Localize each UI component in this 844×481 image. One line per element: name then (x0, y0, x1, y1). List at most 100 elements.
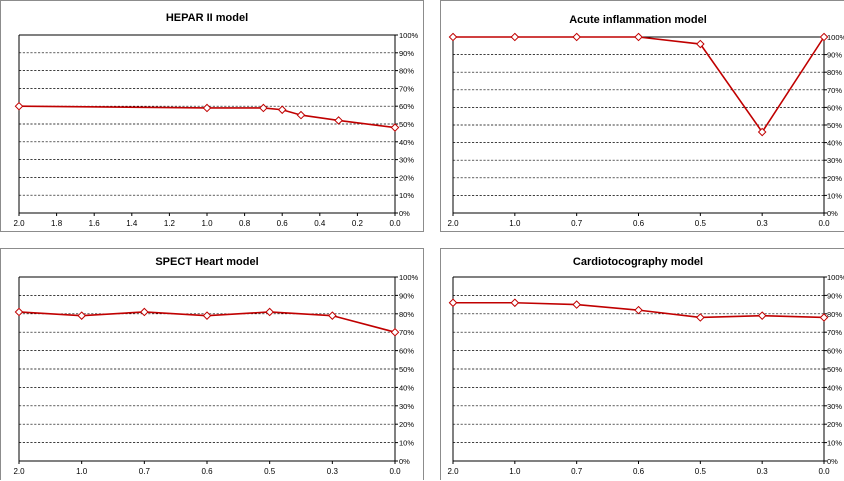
y-tick-label: 40% (399, 383, 414, 392)
y-tick-label: 40% (827, 139, 842, 148)
x-tick-label: 1.6 (89, 219, 101, 228)
y-tick-label: 30% (827, 402, 842, 411)
x-tick-label: 0.7 (571, 467, 583, 476)
data-point-marker (819, 313, 829, 322)
y-tick-label: 10% (399, 439, 414, 448)
data-point-marker (202, 311, 212, 320)
y-tick-label: 0% (399, 209, 410, 218)
x-tick-label: 0.7 (139, 467, 151, 476)
x-tick-label: 0.3 (757, 467, 769, 476)
data-point-marker (390, 327, 400, 337)
data-point-marker (265, 307, 274, 317)
y-tick-label: 80% (399, 67, 414, 76)
x-tick-label: 0.3 (327, 467, 339, 476)
chart-panel-cardiotocography: Cardiotocography model 0% 10% 20% 30% 40% 50% 6… (440, 248, 844, 480)
y-tick-label: 20% (399, 420, 414, 429)
data-point-marker (328, 311, 337, 320)
y-tick-label: 10% (827, 191, 842, 200)
x-tick-label: 1.0 (509, 219, 521, 228)
y-tick-label: 0% (827, 457, 838, 466)
chart-svg-spect-heart: SPECT Heart model 0% 10% 20% 30% 40% 50% 60% 70%… (13, 256, 419, 476)
y-tick-label: 90% (399, 49, 414, 58)
y-tick-label: 20% (827, 420, 842, 429)
x-tick-label: 0.0 (818, 219, 830, 228)
y-tick-label: 100% (827, 33, 844, 42)
x-tick-label: 2.0 (447, 467, 459, 476)
chart-svg-hepar: HEPAR II model 0% 10% 20% 30% 40% 50% 60% 70% 80%… (13, 12, 418, 228)
y-tick-label: 60% (399, 102, 414, 111)
x-tick-label: 0.5 (264, 467, 276, 476)
data-point-marker (757, 127, 767, 137)
y-tick-label: 80% (399, 310, 414, 319)
y-tick-label: 20% (399, 173, 414, 182)
x-tick-label: 2.0 (13, 467, 25, 476)
x-tick-label: 0.6 (633, 219, 645, 228)
x-tick-label: 0.5 (695, 467, 707, 476)
x-tick-label: 1.8 (51, 219, 63, 228)
y-tick-label: 70% (399, 84, 414, 93)
x-tick-label: 2.0 (13, 219, 25, 228)
y-tick-label: 40% (827, 383, 842, 392)
data-point-marker (696, 313, 705, 322)
y-tick-label: 10% (399, 191, 414, 200)
data-point-marker (510, 32, 520, 42)
y-tick-label: 0% (827, 209, 838, 218)
data-point-marker (14, 101, 24, 111)
x-tick-label: 0.0 (389, 219, 401, 228)
chart-svg-acute-inflammation: Acute inflammation model 0% 10% 20% 30% 40% 50… (447, 14, 844, 228)
y-tick-label: 30% (399, 402, 414, 411)
x-tick-label: 2.0 (447, 219, 459, 228)
data-point-marker (448, 32, 458, 42)
x-tick-label: 0.3 (757, 219, 769, 228)
chart-title: Acute inflammation model (569, 14, 707, 26)
data-point-marker (819, 32, 829, 42)
x-tick-label: 1.0 (509, 467, 521, 476)
data-point-marker (696, 39, 705, 49)
x-tick-label: 0.6 (633, 467, 645, 476)
chart-svg-cardiotocography: Cardiotocography model 0% 10% 20% 30% 40% 50% 6… (447, 256, 844, 476)
y-tick-label: 10% (827, 439, 842, 448)
y-tick-label: 60% (827, 347, 842, 356)
y-tick-label: 30% (399, 156, 414, 165)
y-tick-label: 50% (399, 120, 414, 129)
data-point-marker (390, 123, 400, 132)
y-tick-label: 100% (827, 273, 844, 282)
y-tick-label: 70% (827, 86, 842, 95)
data-point-marker (140, 307, 149, 317)
x-tick-label: 0.0 (389, 467, 401, 476)
y-tick-label: 0% (399, 457, 410, 466)
y-tick-label: 50% (399, 365, 414, 374)
data-point-marker (202, 103, 212, 113)
x-tick-label: 0.0 (818, 467, 830, 476)
data-point-marker (277, 105, 287, 115)
x-tick-label: 0.2 (352, 219, 364, 228)
chart-panel-spect-heart: SPECT Heart model 0% 10% 20% 30% 40% 50% 60% 70%… (0, 248, 424, 480)
chart-panel-acute-inflammation: Acute inflammation model 0% 10% 20% 30% 40% 50… (440, 0, 844, 232)
y-tick-label: 90% (399, 291, 414, 300)
chart-title: SPECT Heart model (155, 256, 258, 268)
x-tick-label: 0.4 (314, 219, 326, 228)
series-line (453, 36, 825, 134)
data-point-marker (572, 32, 581, 42)
chart-title: HEPAR II model (166, 12, 248, 24)
x-tick-label: 1.2 (164, 219, 176, 228)
data-point-marker (634, 305, 643, 315)
y-tick-label: 50% (827, 365, 842, 374)
y-tick-label: 60% (827, 103, 842, 112)
y-tick-label: 70% (399, 328, 414, 337)
data-point-marker (259, 103, 268, 113)
chart-panel-hepar: HEPAR II model 0% 10% 20% 30% 40% 50% 60% 70% 80%… (0, 0, 424, 232)
y-tick-label: 60% (399, 347, 414, 356)
x-tick-label: 1.0 (201, 219, 213, 228)
x-tick-label: 0.5 (695, 219, 707, 228)
y-tick-label: 90% (827, 51, 842, 60)
data-point-marker (448, 298, 458, 308)
x-tick-label: 1.0 (76, 467, 88, 476)
x-tick-label: 0.6 (277, 219, 289, 228)
data-point-marker (634, 32, 643, 42)
data-point-marker (757, 311, 767, 320)
x-tick-label: 0.7 (571, 219, 583, 228)
y-tick-label: 100% (399, 273, 419, 282)
y-tick-label: 70% (827, 328, 842, 337)
data-point-marker (296, 110, 306, 120)
